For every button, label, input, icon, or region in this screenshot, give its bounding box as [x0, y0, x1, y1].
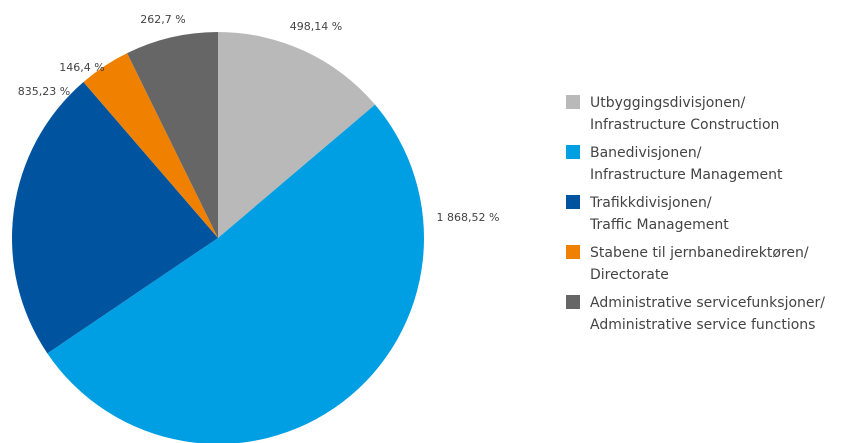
data-label: 835,23 % [18, 85, 70, 98]
legend-item: Utbyggingsdivisjonen/ Infrastructure Con… [566, 92, 825, 136]
legend-label: Banedivisjonen/ Infrastructure Managemen… [590, 145, 783, 183]
legend-swatch [566, 145, 580, 159]
legend-item: Administrative servicefunksjoner/ Admini… [566, 292, 825, 336]
chart: 498,14 % 1 868,52 % 835,23 % 146,4 % 262,7 % [12, 13, 500, 443]
data-label: 1 868,52 % [437, 211, 500, 224]
data-label: 498,14 % [290, 20, 342, 33]
pie-slice [12, 82, 218, 354]
legend-label: Stabene til jernbanedirektøren/ Director… [590, 245, 809, 283]
legend-swatch [566, 95, 580, 109]
legend-label: Trafikkdivisjonen/ Traffic Management [590, 195, 729, 233]
pie-slice [127, 32, 218, 238]
legend-label: Administrative servicefunksjoner/ Admini… [590, 295, 825, 333]
pie-slice [218, 32, 376, 238]
legend-swatch [566, 295, 580, 309]
data-label: 146,4 % [59, 61, 104, 74]
legend-label: Utbyggingsdivisjonen/ Infrastructure Con… [590, 95, 780, 133]
pie-slice [83, 53, 219, 238]
legend-item: Banedivisjonen/ Infrastructure Managemen… [566, 142, 825, 186]
pie-slice [47, 104, 424, 443]
legend-item: Trafikkdivisjonen/ Traffic Management [566, 192, 825, 236]
legend-item: Stabene til jernbanedirektøren/ Director… [566, 242, 825, 286]
data-label: 262,7 % [140, 13, 185, 26]
legend-swatch [566, 195, 580, 209]
legend: Utbyggingsdivisjonen/ Infrastructure Con… [566, 92, 825, 342]
legend-swatch [566, 245, 580, 259]
